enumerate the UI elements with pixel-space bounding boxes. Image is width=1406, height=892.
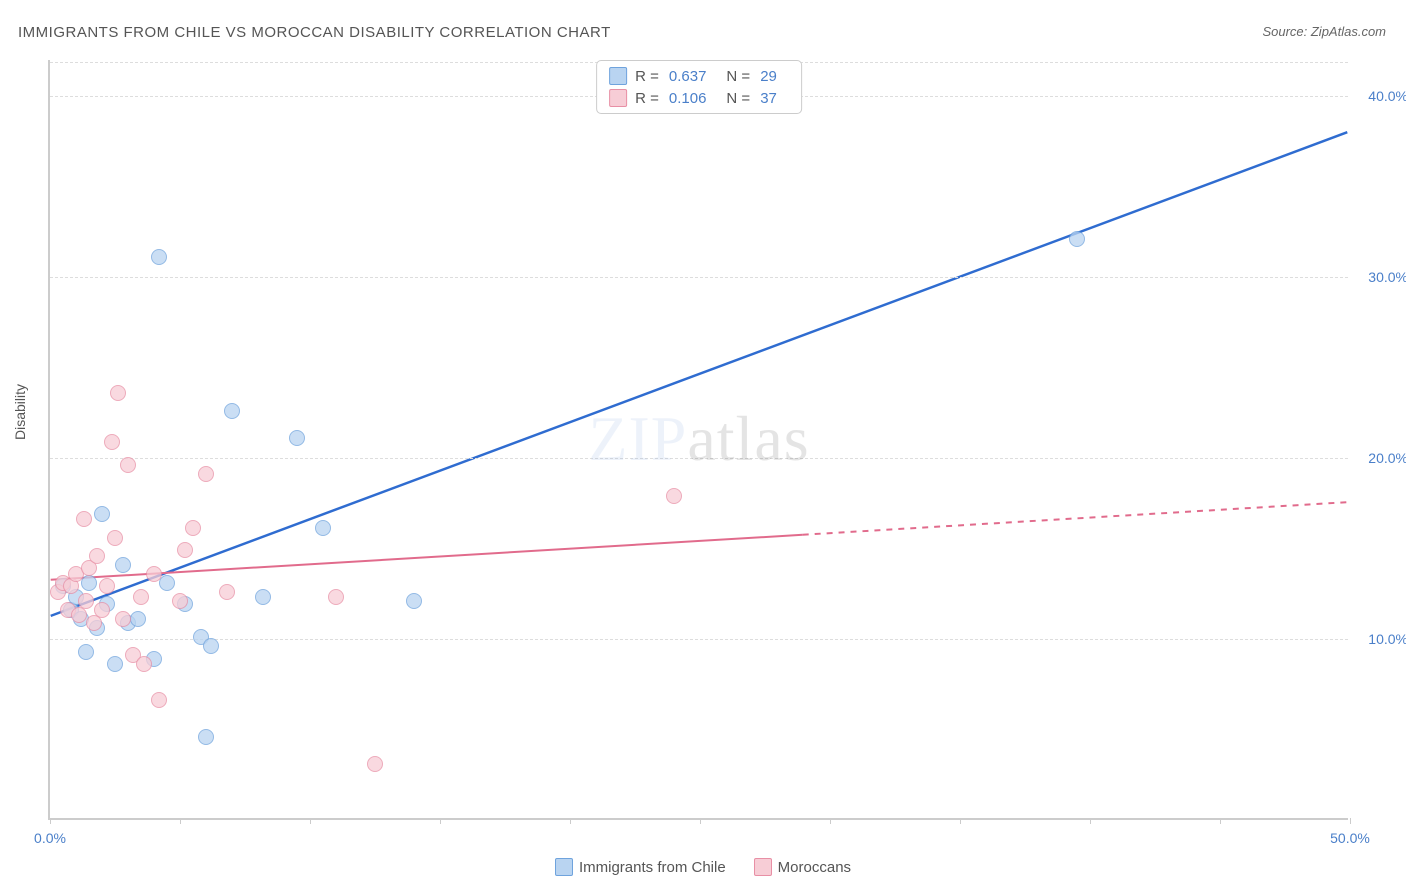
legend-stats: R = 0.637 N = 29 R = 0.106 N = 37 (596, 60, 802, 114)
data-point (78, 593, 94, 609)
x-tick-mark (700, 818, 701, 824)
y-tick-label: 20.0% (1368, 450, 1406, 466)
data-point (203, 638, 219, 654)
data-point (115, 557, 131, 573)
data-point (130, 611, 146, 627)
data-point (185, 520, 201, 536)
legend-label: Immigrants from Chile (579, 859, 726, 876)
gridline (50, 277, 1348, 278)
x-tick-mark (830, 818, 831, 824)
gridline (50, 639, 1348, 640)
data-point (110, 385, 126, 401)
legend-swatch (754, 858, 772, 876)
data-point (315, 520, 331, 536)
legend-swatch (609, 67, 627, 85)
data-point (89, 548, 105, 564)
legend-n-value: 29 (760, 68, 777, 85)
x-tick-mark (1350, 818, 1351, 824)
x-tick-label: 50.0% (1330, 830, 1370, 846)
plot-area: ZIPatlas R =0.637N =29R =0.106N =37 10.0… (48, 60, 1348, 820)
watermark: ZIPatlas (588, 402, 809, 476)
data-point (120, 457, 136, 473)
chart-title: IMMIGRANTS FROM CHILE VS MOROCCAN DISABI… (18, 24, 611, 41)
data-point (107, 530, 123, 546)
data-point (71, 607, 87, 623)
legend-item: Moroccans (754, 858, 851, 876)
data-point (104, 434, 120, 450)
legend-label: Moroccans (778, 859, 851, 876)
y-tick-label: 40.0% (1368, 88, 1406, 104)
data-point (224, 403, 240, 419)
data-point (99, 578, 115, 594)
x-tick-mark (310, 818, 311, 824)
legend-n-value: 37 (760, 90, 777, 107)
gridline (50, 458, 1348, 459)
data-point (146, 566, 162, 582)
y-tick-label: 10.0% (1368, 631, 1406, 647)
data-point (78, 644, 94, 660)
legend-r-label: R = (635, 68, 659, 85)
data-point (172, 593, 188, 609)
data-point (666, 488, 682, 504)
x-tick-mark (1220, 818, 1221, 824)
data-point (159, 575, 175, 591)
legend-bottom: Immigrants from Chile Moroccans (0, 858, 1406, 880)
x-tick-mark (180, 818, 181, 824)
data-point (219, 584, 235, 600)
data-point (81, 575, 97, 591)
data-point (136, 656, 152, 672)
data-point (133, 589, 149, 605)
x-tick-mark (570, 818, 571, 824)
watermark-zip: ZIP (588, 403, 687, 474)
data-point (406, 593, 422, 609)
x-tick-label: 0.0% (34, 830, 66, 846)
data-point (255, 589, 271, 605)
data-point (328, 589, 344, 605)
data-point (115, 611, 131, 627)
data-point (94, 602, 110, 618)
data-point (151, 249, 167, 265)
data-point (94, 506, 110, 522)
data-point (177, 542, 193, 558)
legend-r-label: R = (635, 90, 659, 107)
trend-lines (50, 60, 1348, 818)
data-point (107, 656, 123, 672)
x-tick-mark (50, 818, 51, 824)
y-axis-label: Disability (12, 384, 28, 440)
legend-n-label: N = (726, 68, 750, 85)
data-point (1069, 231, 1085, 247)
legend-r-value: 0.637 (669, 68, 707, 85)
legend-stats-row: R = 0.637 N = 29 (609, 65, 789, 87)
x-tick-mark (440, 818, 441, 824)
legend-n-label: N = (726, 90, 750, 107)
y-tick-label: 30.0% (1368, 269, 1406, 285)
data-point (198, 729, 214, 745)
data-point (151, 692, 167, 708)
source-label: Source: ZipAtlas.com (1262, 24, 1386, 39)
legend-swatch (609, 89, 627, 107)
legend-stats-row: R = 0.106 N = 37 (609, 87, 789, 109)
data-point (76, 511, 92, 527)
x-tick-mark (1090, 818, 1091, 824)
legend-r-value: 0.106 (669, 90, 707, 107)
data-point (367, 756, 383, 772)
legend-swatch (555, 858, 573, 876)
data-point (289, 430, 305, 446)
data-point (198, 466, 214, 482)
legend-item: Immigrants from Chile (555, 858, 726, 876)
watermark-atlas: atlas (687, 403, 809, 474)
x-tick-mark (960, 818, 961, 824)
